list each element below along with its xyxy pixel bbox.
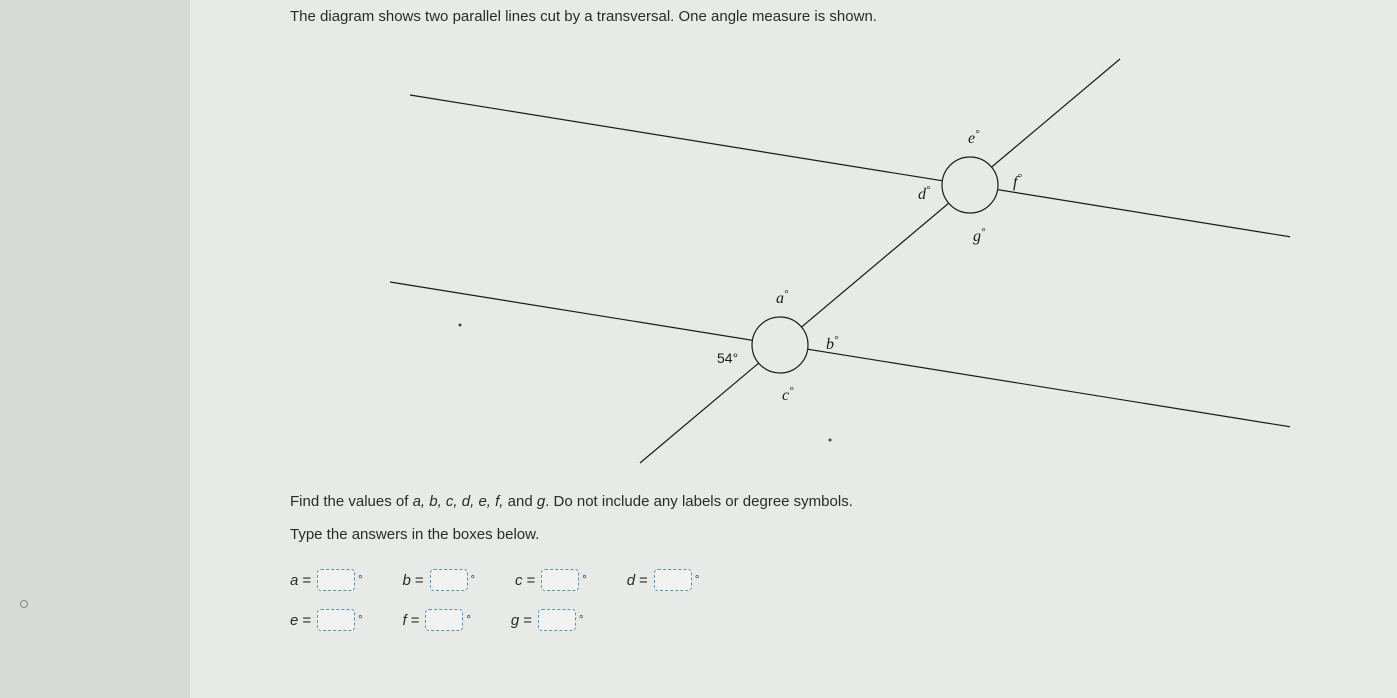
transversal-line [640,59,1120,463]
label-g: g° [973,226,986,245]
answer-row-1: a=° b=° c=° d=° [290,569,1367,591]
instr-pre: Find the values of [290,493,413,510]
side-marker-icon [20,600,28,608]
answer-c-input[interactable] [541,569,579,591]
answer-g-label: g [511,612,519,629]
answer-a-input[interactable] [317,569,355,591]
answer-f-input[interactable] [425,609,463,631]
stray-dot-2 [829,439,832,442]
label-e: e° [968,128,980,147]
instr-lastvar: g [537,493,545,510]
answer-b-input[interactable] [430,569,468,591]
answer-a: a=° [290,569,363,591]
instruction-line-2: Type the answers in the boxes below. [290,518,1367,551]
answer-g: g=° [511,609,584,631]
answer-c-label: c [515,572,523,589]
instr-mid: and [503,493,536,510]
answer-f: f=° [403,609,471,631]
answer-c: c=° [515,569,587,591]
answer-f-label: f [403,612,407,629]
label-f: f° [1013,172,1022,191]
instruction-line-1: Find the values of a, b, c, d, e, f, and… [290,485,1367,518]
lower-intersection-circle [752,317,808,373]
answer-g-input[interactable] [538,609,576,631]
instructions-block: Find the values of a, b, c, d, e, f, and… [290,485,1367,551]
problem-statement: The diagram shows two parallel lines cut… [290,8,1367,25]
answer-a-label: a [290,572,298,589]
label-given-54: 54° [717,350,738,366]
answer-d-label: d [627,572,635,589]
instr-post: . Do not include any labels or degree sy… [545,493,853,510]
parallel-line-upper [410,95,1290,240]
upper-intersection-circle [942,157,998,213]
label-c: c° [782,385,794,404]
worksheet-page: The diagram shows two parallel lines cut… [190,0,1397,698]
parallel-line-lower [390,282,1290,430]
answer-b-label: b [403,572,411,589]
label-b: b° [826,334,839,353]
answer-d-input[interactable] [654,569,692,591]
label-a: a° [776,288,789,307]
answer-b: b=° [403,569,476,591]
instr-vars: a, b, c, d, e, f, [413,493,504,510]
answer-d: d=° [627,569,700,591]
stray-dot-1 [459,324,462,327]
answer-e-input[interactable] [317,609,355,631]
label-d: d° [918,184,931,203]
answer-e: e=° [290,609,363,631]
answer-row-2: e=° f=° g=° [290,609,1367,631]
geometry-diagram: e° f° g° d° a° b° c° 54° [290,35,1290,475]
answer-e-label: e [290,612,298,629]
